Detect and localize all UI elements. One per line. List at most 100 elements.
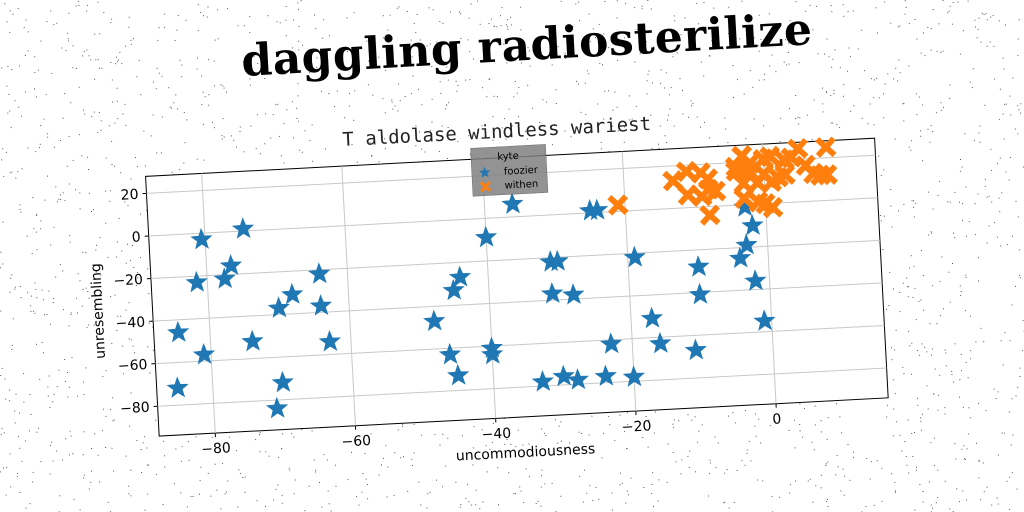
noise-speck bbox=[690, 100, 692, 102]
noise-speck bbox=[748, 440, 750, 442]
noise-speck bbox=[39, 379, 41, 381]
y-grid-line bbox=[150, 239, 880, 280]
noise-speck bbox=[9, 172, 11, 174]
noise-speck bbox=[309, 72, 311, 73]
noise-speck bbox=[932, 131, 934, 132]
noise-speck bbox=[175, 94, 177, 96]
noise-speck bbox=[91, 448, 93, 449]
noise-speck bbox=[34, 88, 35, 90]
noise-speck bbox=[915, 319, 917, 321]
noise-speck bbox=[481, 429, 483, 431]
noise-speck bbox=[328, 35, 330, 37]
noise-speck bbox=[708, 473, 710, 475]
noise-speck bbox=[608, 415, 610, 417]
noise-speck bbox=[121, 250, 123, 252]
noise-speck bbox=[922, 501, 924, 503]
noise-speck bbox=[1009, 509, 1011, 510]
noise-speck bbox=[508, 108, 510, 110]
noise-speck bbox=[883, 117, 885, 119]
noise-speck bbox=[722, 48, 724, 50]
noise-speck bbox=[1, 427, 3, 429]
noise-speck bbox=[10, 277, 12, 279]
noise-speck bbox=[849, 56, 851, 58]
noise-speck bbox=[989, 41, 991, 43]
noise-speck bbox=[221, 135, 223, 137]
noise-speck bbox=[186, 506, 188, 508]
noise-speck bbox=[378, 56, 380, 58]
noise-speck bbox=[528, 443, 530, 445]
noise-speck bbox=[893, 288, 894, 290]
noise-speck bbox=[468, 17, 470, 19]
withen-point bbox=[774, 164, 796, 186]
noise-speck bbox=[576, 80, 577, 82]
noise-speck bbox=[1014, 128, 1016, 130]
noise-speck bbox=[27, 31, 29, 33]
noise-speck bbox=[891, 226, 893, 228]
noise-speck bbox=[283, 123, 285, 125]
noise-speck bbox=[892, 379, 894, 381]
noise-speck bbox=[842, 4, 844, 6]
noise-speck bbox=[894, 138, 896, 140]
noise-speck bbox=[71, 357, 73, 359]
noise-speck bbox=[901, 450, 903, 452]
noise-speck bbox=[496, 26, 498, 28]
foozier-point bbox=[185, 270, 208, 293]
noise-speck bbox=[94, 433, 96, 435]
noise-speck bbox=[255, 439, 257, 441]
noise-speck bbox=[121, 63, 123, 65]
data-points bbox=[166, 136, 838, 419]
noise-speck bbox=[199, 480, 201, 482]
noise-speck bbox=[839, 416, 841, 418]
noise-speck bbox=[88, 488, 90, 490]
foozier-point bbox=[728, 246, 752, 269]
noise-speck bbox=[949, 201, 951, 203]
noise-speck bbox=[697, 441, 699, 443]
noise-speck bbox=[407, 64, 409, 66]
noise-speck bbox=[222, 85, 224, 87]
noise-speck bbox=[645, 41, 647, 43]
foozier-point bbox=[318, 330, 341, 352]
noise-speck bbox=[155, 419, 157, 421]
noise-speck bbox=[557, 442, 559, 444]
noise-speck bbox=[794, 419, 796, 421]
noise-speck bbox=[916, 114, 918, 116]
noise-speck bbox=[998, 20, 1000, 22]
noise-speck bbox=[70, 102, 72, 104]
noise-speck bbox=[667, 119, 668, 121]
noise-speck bbox=[148, 464, 149, 466]
noise-speck bbox=[674, 20, 676, 22]
noise-speck bbox=[328, 503, 330, 505]
noise-speck bbox=[91, 115, 93, 117]
noise-speck bbox=[789, 20, 791, 22]
noise-speck bbox=[658, 479, 660, 481]
noise-speck bbox=[473, 426, 475, 428]
noise-speck bbox=[111, 18, 113, 20]
noise-speck bbox=[895, 67, 897, 69]
noise-speck bbox=[181, 76, 183, 78]
noise-speck bbox=[429, 129, 431, 131]
noise-speck bbox=[599, 62, 601, 64]
noise-speck bbox=[944, 413, 946, 415]
noise-speck bbox=[145, 165, 146, 167]
noise-speck bbox=[905, 7, 907, 8]
noise-speck bbox=[704, 121, 705, 123]
x-grid-line bbox=[201, 173, 216, 434]
noise-speck bbox=[64, 359, 66, 360]
noise-speck bbox=[592, 500, 594, 501]
noise-speck bbox=[446, 158, 448, 159]
noise-speck bbox=[725, 128, 727, 130]
noise-speck bbox=[891, 359, 893, 361]
noise-speck bbox=[432, 9, 434, 11]
noise-speck bbox=[688, 466, 690, 468]
noise-speck bbox=[970, 350, 972, 352]
noise-speck bbox=[434, 434, 436, 436]
foozier-point bbox=[562, 283, 585, 305]
noise-speck bbox=[920, 250, 922, 251]
noise-speck bbox=[47, 386, 49, 388]
foozier-point bbox=[265, 396, 289, 419]
noise-speck bbox=[545, 435, 547, 436]
noise-speck bbox=[253, 56, 255, 58]
noise-speck bbox=[34, 72, 36, 73]
noise-speck bbox=[939, 280, 941, 282]
noise-speck bbox=[902, 282, 904, 284]
